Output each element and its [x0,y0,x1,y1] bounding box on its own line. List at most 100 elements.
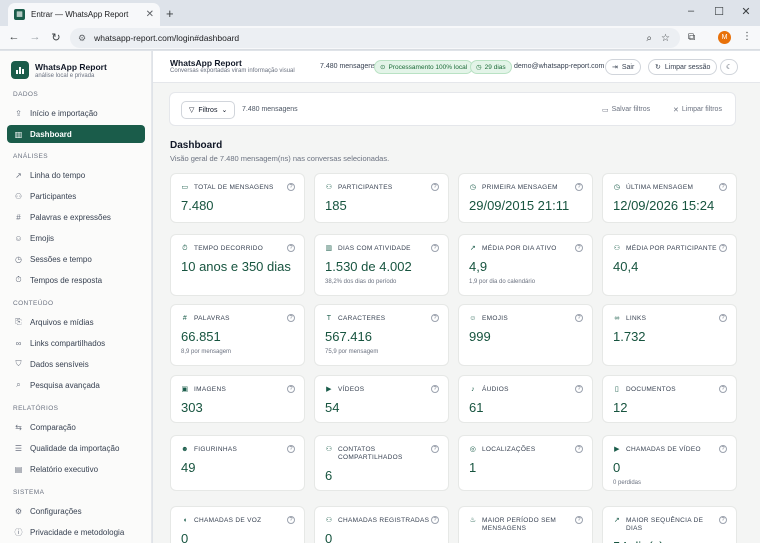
sidebar-section-label: DADOS [13,91,39,98]
brand-logo-icon [11,61,29,79]
browser-tab[interactable]: ▦ Entrar — WhatsApp Report ✕ [8,3,160,26]
metric-label-text: MAIOR PERÍODO SEM MENSAGENS [482,517,557,532]
close-window-icon[interactable]: ✕ [741,6,751,18]
metric-value: 185 [325,198,347,213]
sidebar-item-linha-do-tempo[interactable]: ↗ Linha do tempo [7,166,145,184]
metric-card-localizacoes: ◎ LOCALIZAÇÕES? 1 [458,435,593,491]
sidebar-item-pesquisa-avancada[interactable]: ⌕ Pesquisa avançada [7,376,145,394]
help-icon[interactable]: ? [431,244,439,252]
metric-label: # PALAVRAS [181,315,286,323]
save-icon: ▭ [602,107,609,114]
flame-icon: ♨ [469,517,477,524]
filters-button[interactable]: ▽ Filtros ⌄ [181,101,236,119]
help-icon[interactable]: ? [719,314,727,322]
days-label: 29 dias [484,63,506,71]
sidebar-item-dashboard[interactable]: ▥ Dashboard [7,125,145,143]
site-info-icon[interactable]: ⚙ [78,32,87,43]
url-field[interactable]: ⚙ whatsapp-report.com/login#dashboard ⌕ … [70,28,680,48]
metric-card-ultima-mensagem: ◷ ÚLTIMA MENSAGEM? 12/09/2026 15:24 [602,173,737,223]
help-icon[interactable]: ? [431,385,439,393]
sidebar: WhatsApp Report análise local e privada … [0,51,152,543]
filters-label: Filtros [198,106,218,114]
new-tab-icon[interactable]: + [166,6,174,21]
sidebar-item-dados-sensiveis[interactable]: ⛉ Dados sensíveis [7,355,145,373]
help-icon[interactable]: ? [575,183,583,191]
help-icon[interactable]: ? [287,516,295,524]
sidebar-item-relatorio-executivo[interactable]: ▤ Relatório executivo [7,460,145,478]
help-icon[interactable]: ? [431,516,439,524]
metric-value: 4,9 [469,259,488,274]
sidebar-item-participantes[interactable]: ⚇ Participantes [7,187,145,205]
metric-label-text: ÁUDIOS [482,386,509,393]
metric-label: ⚇ MÉDIA POR PARTICIPANTE [613,245,718,253]
maximize-icon[interactable]: ☐ [714,6,724,18]
help-icon[interactable]: ? [575,445,583,453]
help-icon[interactable]: ? [287,314,295,322]
sidebar-item-emojis[interactable]: ☺ Emojis [7,229,145,247]
metric-card-participantes: ⚇ PARTICIPANTES? 185 [314,173,449,223]
chat-icon: ▭ [181,184,189,191]
theme-toggle-button[interactable]: ☾ [720,59,739,75]
metric-label: ♨ MAIOR PERÍODO SEM MENSAGENS [469,517,574,533]
help-icon[interactable]: ? [431,183,439,191]
sidebar-item-tempos-de-resposta[interactable]: ⏱ Tempos de resposta [7,271,145,289]
link-icon: ∞ [614,315,620,322]
url-text[interactable]: whatsapp-report.com/login#dashboard [94,33,240,43]
sidebar-item-configuracoes[interactable]: ⚙ Configurações [7,502,145,520]
help-icon[interactable]: ? [287,244,295,252]
sidebar-item-label: Links compartilhados [30,338,106,348]
tab-title: Entrar — WhatsApp Report [31,10,129,19]
help-icon[interactable]: ? [287,385,295,393]
sidebar-item-qualidade-da-importacao[interactable]: ☰ Qualidade da importação [7,439,145,457]
help-icon[interactable]: ? [431,314,439,322]
sidebar-item-links-compartilhados[interactable]: ∞ Links compartilhados [7,334,145,352]
sidebar-item-comparacao[interactable]: ⇆ Comparação [7,418,145,436]
logout-button[interactable]: ⇥ Sair [605,59,642,75]
gear-icon: ⚙ [14,506,23,516]
extensions-icon[interactable]: ⧉ [688,32,696,43]
bookmark-star-icon[interactable]: ☆ [661,32,670,44]
sidebar-item-sessoes-e-tempo[interactable]: ◷ Sessões e tempo [7,250,145,268]
metric-value: 6 [325,468,333,483]
processing-badge: ⊙ Processamento 100% local [374,60,474,74]
help-icon[interactable]: ? [575,244,583,252]
close-tab-icon[interactable]: ✕ [145,9,154,20]
forward-icon[interactable]: → [29,31,41,43]
users-icon: ⚇ [325,184,333,191]
back-icon[interactable]: ← [8,31,20,43]
reload-icon[interactable]: ↻ [51,32,61,44]
logout-label: Sair [621,63,635,71]
upload-icon: ⇪ [15,108,22,118]
compare-icon: ⇆ [15,422,22,432]
help-icon[interactable]: ? [719,244,727,252]
metric-value: 999 [469,329,491,344]
browser-menu-icon[interactable]: ⋮ [742,31,752,42]
metric-card-palavras: # PALAVRAS? 66.851 8,9 por mensagem [170,304,305,366]
help-icon[interactable]: ? [719,385,727,393]
sidebar-item-inicio-e-importacao[interactable]: ⇪ Início e importação [7,104,145,122]
help-icon[interactable]: ? [719,445,727,453]
help-icon[interactable]: ? [575,385,583,393]
clear-session-button[interactable]: ↻ Limpar sessão [648,59,718,75]
metric-card-primeira-mensagem: ◷ PRIMEIRA MENSAGEM? 29/09/2015 21:11 [458,173,593,223]
profile-avatar[interactable]: M [718,31,731,44]
clear-filters-button[interactable]: ✕ Limpar filtros [673,106,722,114]
contacts-icon: ⚇ [325,446,333,453]
help-icon[interactable]: ? [719,516,727,524]
timer-icon: ⏱ [182,245,188,252]
brand[interactable]: WhatsApp Report análise local e privada [11,61,107,79]
minimize-icon[interactable]: – [687,5,695,17]
help-icon[interactable]: ? [431,445,439,453]
sidebar-item-palavras-e-expressoes[interactable]: # Palavras e expressões [7,208,145,226]
sidebar-item-label: Configurações [30,506,82,516]
help-icon[interactable]: ? [575,516,583,524]
sidebar-item-arquivos-e-midias[interactable]: ⎘ Arquivos e mídias [7,313,145,331]
save-filters-button[interactable]: ▭ Salvar filtros [602,106,650,114]
help-icon[interactable]: ? [287,183,295,191]
help-icon[interactable]: ? [287,445,295,453]
metric-note: 38,2% dos dias do período [325,279,397,285]
sidebar-item-privacidade-e-metodologia[interactable]: ⓘ Privacidade e metodologia [7,523,145,541]
help-icon[interactable]: ? [719,183,727,191]
help-icon[interactable]: ? [575,314,583,322]
zoom-icon[interactable]: ⌕ [646,32,652,44]
